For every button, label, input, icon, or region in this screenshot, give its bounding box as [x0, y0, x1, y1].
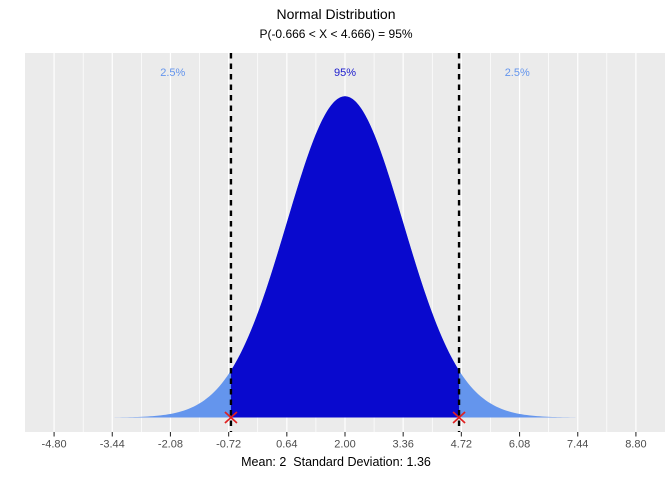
x-axis-tick-label: 2.00: [334, 439, 355, 451]
x-axis-tick-label: 0.64: [276, 439, 297, 451]
upper-bound-marker-x: [452, 411, 466, 424]
x-axis-tick-label: 8.80: [625, 439, 646, 451]
annotation-right-tail-label: 2.5%: [505, 67, 530, 79]
x-axis-tick-label: -0.72: [216, 439, 241, 451]
x-axis-tick-label: -4.80: [42, 439, 67, 451]
chart-title: Normal Distribution: [276, 6, 396, 22]
x-axis-tick-label: -3.44: [100, 439, 125, 451]
x-axis-tick-label: 3.36: [392, 439, 413, 451]
x-axis-tick-label: -2.08: [158, 439, 183, 451]
x-axis-tick-label: 6.08: [509, 439, 530, 451]
density-center-area: [230, 96, 460, 418]
annotation-center-label: 95%: [334, 67, 356, 79]
x-axis-tick-label: 7.44: [567, 439, 588, 451]
annotation-left-tail-label: 2.5%: [160, 67, 185, 79]
chart-caption: Mean: 2 Standard Deviation: 1.36: [241, 455, 431, 469]
chart-subtitle: P(-0.666 < X < 4.666) = 95%: [259, 27, 413, 41]
lower-bound-marker-x: [224, 411, 238, 424]
x-axis-tick-label: 4.72: [451, 439, 472, 451]
